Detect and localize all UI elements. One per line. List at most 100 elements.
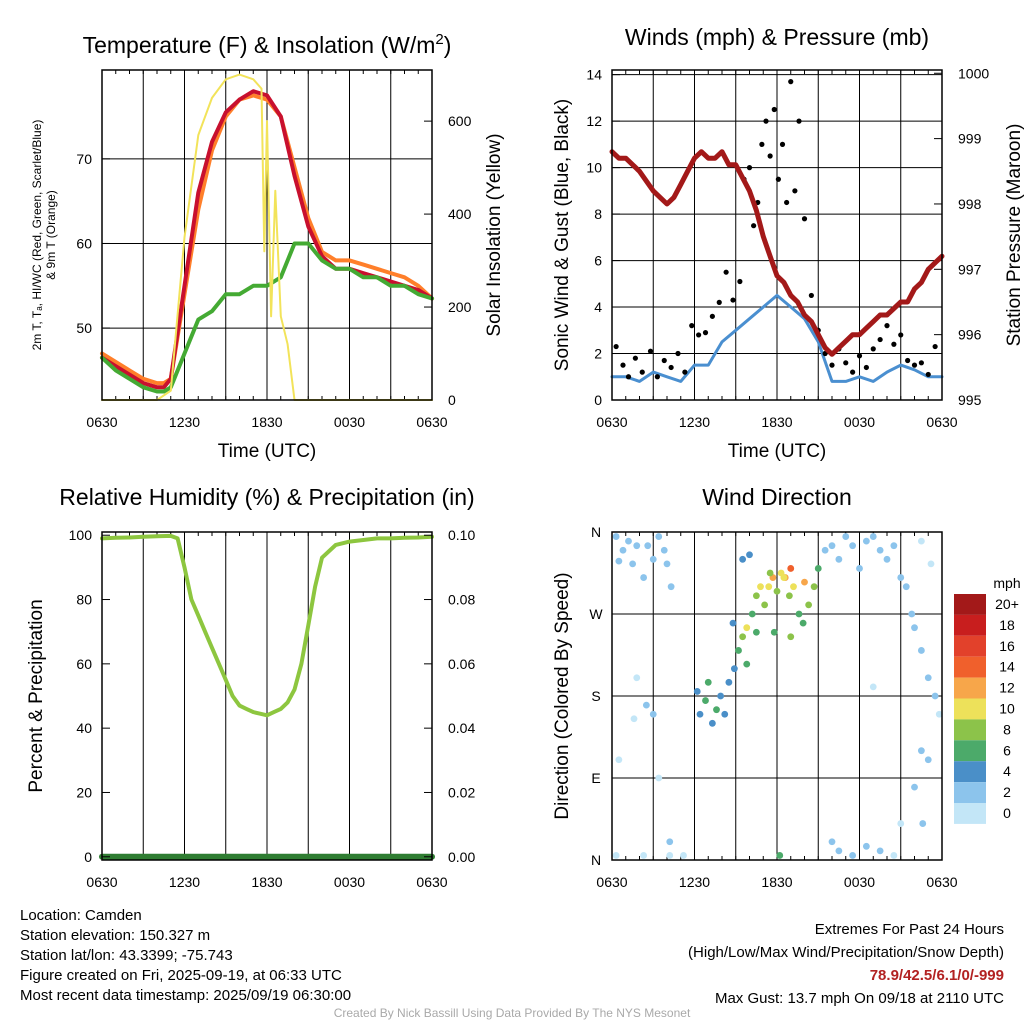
gust-point [702,330,709,336]
direction-point [663,560,671,568]
direction-point [633,674,641,682]
y2-axis-title: Station Pressure (Maroon) [1004,124,1024,347]
direction-point [748,610,756,618]
legend-swatch [954,656,986,678]
direction-point [765,583,773,591]
x-tick-label: 0630 [416,414,447,430]
x-tick-label: 1230 [169,874,200,890]
y-tick-label: 0 [594,392,602,408]
legend-label: 10 [999,701,1015,717]
direction-point [917,747,925,755]
gust-point [911,362,918,368]
gust-point [784,199,790,206]
direction-point [856,565,863,572]
direction-point [917,647,925,654]
gust-point [796,118,802,124]
extremes-heading: Extremes For Past 24 Hours [814,921,1004,938]
gust-point [891,341,897,347]
gust-point [675,350,681,357]
legend-swatch [954,740,986,762]
gust-point [647,348,654,354]
y2-tick-label: 1000 [958,65,989,81]
gust-point [668,364,674,371]
direction-point [655,774,663,782]
legend-swatch [954,782,986,803]
direction-point [897,574,905,581]
direction-point [876,546,884,554]
direction-point [785,592,793,600]
x-tick-label: 1830 [761,874,792,890]
direction-point [752,592,760,600]
gust-point [898,332,904,338]
direction-point [612,852,620,859]
station-elevation: Station elevation: 150.327 m [20,927,211,944]
direction-point [911,624,918,632]
speed-legend: mph 20+ 18 16 14 12 10 8 6 4 2 0 [954,575,1021,824]
y-axis-title: Direction (Colored By Speed) [552,572,573,819]
x-tick-label: 1230 [679,414,710,430]
direction-point [713,706,720,714]
max-gust: Max Gust: 13.7 mph On 09/18 at 2110 UTC [714,990,1004,1007]
humidity-precip-chart: 0630 1230 1830 0030 0630 0 20 40 60 80 100 0.00 0.02… [26,484,475,890]
direction-point [696,710,704,718]
gust-point [737,278,743,285]
x-tick-label: 0630 [926,874,957,890]
x-tick-label: 1830 [761,414,792,430]
credit-line: Created By Nick Bassill Using Data Provi… [333,1006,691,1020]
chart-title: Winds (mph) & Pressure (mb) [625,24,929,50]
direction-point [828,542,836,550]
gust-point [918,360,924,366]
direction-point [629,560,637,568]
direction-point [666,838,674,846]
legend-label: 6 [1003,742,1011,758]
direction-point [799,619,807,627]
direction-point [821,546,829,554]
chart-title: Temperature (F) & Insolation (W/m2) [83,31,452,58]
y-tick-label: 50 [76,320,92,336]
direction-point [730,665,738,673]
plot-border [611,531,943,861]
x-tick-label: 0630 [596,874,627,890]
gust-point [723,269,729,275]
y-tick-label: 60 [76,656,92,672]
x-tick-label: 0030 [844,874,875,890]
gust-point [730,297,736,303]
direction-point [869,683,877,691]
extremes-panel: Extremes For Past 24 Hours (High/Low/Max… [688,918,1004,1010]
y2-tick-label: 997 [958,261,982,277]
y2-tick-label: 400 [448,206,472,222]
direction-point [633,542,641,550]
direction-point [667,583,675,591]
y-axis-title: Percent & Precipitation [26,599,47,792]
legend-swatch [954,594,986,615]
extremes-values: 78.9/42.5/6.1/0/-999 [869,967,1004,984]
direction-point [780,574,788,581]
y-tick-label: 70 [76,151,92,167]
gust-point [905,357,911,364]
y2-tick-label: 0.00 [448,849,475,865]
gust-point [925,371,931,378]
y-tick-label: 20 [76,784,92,800]
y2-axis-title: Solar Insolation (Yellow) [484,133,505,336]
legend-swatch [954,719,986,741]
direction-point [630,715,638,723]
y-tick-label: 60 [76,235,92,251]
x-tick-label: 0030 [334,414,365,430]
gust-point [682,369,688,375]
gust-point [850,369,856,375]
gust-point [763,118,769,124]
direction-point [849,542,857,550]
gust-point [843,360,849,366]
legend-label: 18 [999,617,1015,633]
y-axis-title: Sonic Wind & Gust (Blue, Black) [552,99,573,371]
title-suffix: ) [444,32,452,58]
direction-point [924,674,932,682]
gust-point [716,299,722,305]
y-tick-label: 2 [594,346,602,362]
direction-point [640,852,648,859]
direction-point [735,647,742,654]
direction-point [717,692,725,700]
gust-point [709,313,715,319]
direction-point [693,688,701,695]
direction-point [897,820,905,827]
